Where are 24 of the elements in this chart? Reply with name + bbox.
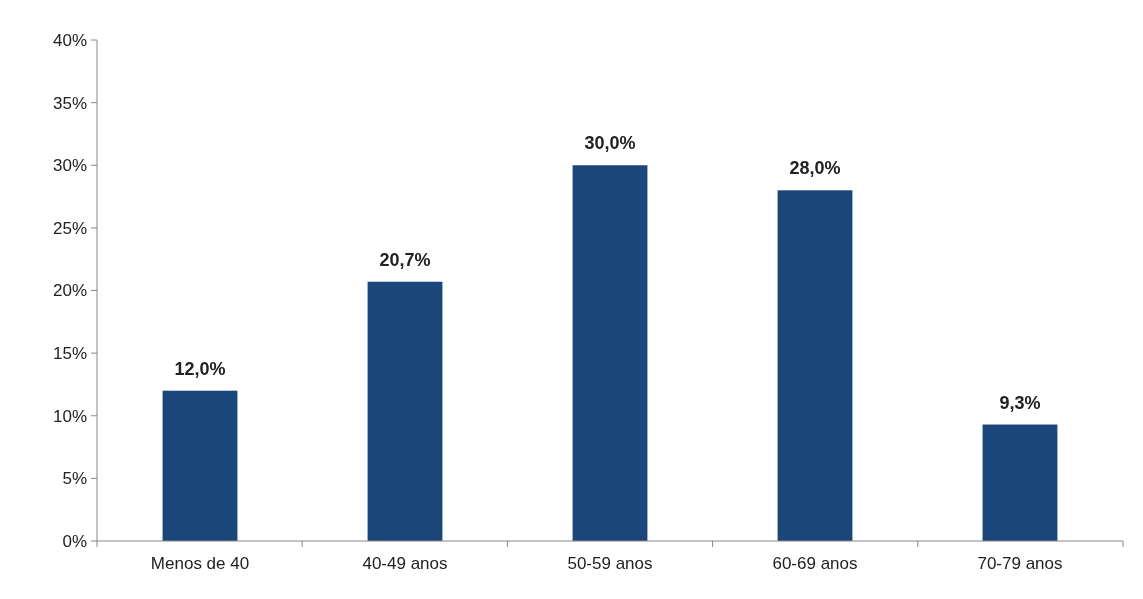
bar [367,281,443,541]
x-tick-label: 70-79 anos [977,554,1063,573]
x-tick-label: Menos de 40 [150,554,250,573]
y-tick-label: 0% [62,531,87,551]
x-tick-label: 60-69 anos [772,554,858,573]
data-label: 12,0% [174,358,226,379]
y-tick-label: 35% [52,93,87,113]
y-tick-label: 15% [52,344,87,364]
y-tick-label: 25% [52,218,87,238]
bar [162,390,238,541]
data-label: 30,0% [584,133,636,154]
y-tick-label: 40% [52,30,87,50]
data-label: 20,7% [379,249,431,270]
data-label: 28,0% [789,158,841,179]
x-tick-label: 40-49 anos [362,554,448,573]
bar [572,165,648,541]
bar [982,424,1058,541]
y-tick-label: 5% [62,469,87,489]
bar [777,190,853,541]
x-tick-label: 50-59 anos [567,554,653,573]
data-label: 9,3% [999,392,1041,413]
y-tick-label: 10% [52,406,87,426]
y-tick-label: 20% [52,281,87,301]
y-tick-label: 30% [52,156,87,176]
